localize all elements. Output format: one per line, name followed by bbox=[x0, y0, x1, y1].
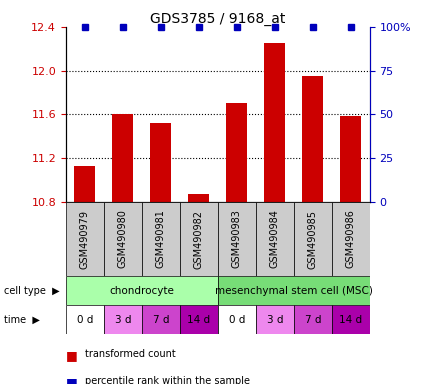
Bar bbox=[180, 202, 218, 276]
Text: 0 d: 0 d bbox=[229, 314, 245, 325]
Text: time  ▶: time ▶ bbox=[4, 314, 40, 325]
Text: 3 d: 3 d bbox=[115, 314, 131, 325]
Text: GSM490985: GSM490985 bbox=[308, 210, 318, 268]
Bar bbox=[188, 194, 209, 202]
Bar bbox=[142, 305, 180, 334]
Bar bbox=[332, 202, 370, 276]
Text: 0 d: 0 d bbox=[76, 314, 93, 325]
Text: GSM490980: GSM490980 bbox=[118, 210, 128, 268]
Bar bbox=[150, 123, 171, 202]
Bar bbox=[218, 305, 256, 334]
Bar bbox=[227, 103, 247, 202]
Bar bbox=[66, 305, 104, 334]
Bar bbox=[294, 202, 332, 276]
Text: ■: ■ bbox=[66, 376, 78, 384]
Bar bbox=[74, 166, 95, 202]
Bar bbox=[256, 305, 294, 334]
Bar bbox=[66, 202, 104, 276]
Text: percentile rank within the sample: percentile rank within the sample bbox=[85, 376, 250, 384]
Text: GSM490984: GSM490984 bbox=[270, 210, 280, 268]
Bar bbox=[142, 202, 180, 276]
Bar bbox=[294, 305, 332, 334]
Text: transformed count: transformed count bbox=[85, 349, 176, 359]
Bar bbox=[218, 276, 370, 305]
Bar bbox=[256, 202, 294, 276]
Bar bbox=[332, 305, 370, 334]
Text: cell type  ▶: cell type ▶ bbox=[4, 286, 60, 296]
Bar bbox=[66, 276, 218, 305]
Bar bbox=[302, 76, 323, 202]
Text: GSM490982: GSM490982 bbox=[194, 210, 204, 268]
Text: 14 d: 14 d bbox=[339, 314, 363, 325]
Text: GSM490983: GSM490983 bbox=[232, 210, 242, 268]
Bar bbox=[180, 305, 218, 334]
Text: chondrocyte: chondrocyte bbox=[109, 286, 174, 296]
Bar bbox=[340, 116, 361, 202]
Text: mesenchymal stem cell (MSC): mesenchymal stem cell (MSC) bbox=[215, 286, 373, 296]
Bar bbox=[104, 305, 142, 334]
Text: 7 d: 7 d bbox=[153, 314, 169, 325]
Text: 7 d: 7 d bbox=[305, 314, 321, 325]
Title: GDS3785 / 9168_at: GDS3785 / 9168_at bbox=[150, 12, 286, 26]
Bar bbox=[112, 114, 133, 202]
Text: 3 d: 3 d bbox=[266, 314, 283, 325]
Text: GSM490979: GSM490979 bbox=[80, 210, 90, 268]
Bar bbox=[264, 43, 285, 202]
Bar bbox=[218, 202, 256, 276]
Text: ■: ■ bbox=[66, 349, 78, 362]
Text: GSM490981: GSM490981 bbox=[156, 210, 166, 268]
Text: GSM490986: GSM490986 bbox=[346, 210, 356, 268]
Text: 14 d: 14 d bbox=[187, 314, 210, 325]
Bar bbox=[104, 202, 142, 276]
